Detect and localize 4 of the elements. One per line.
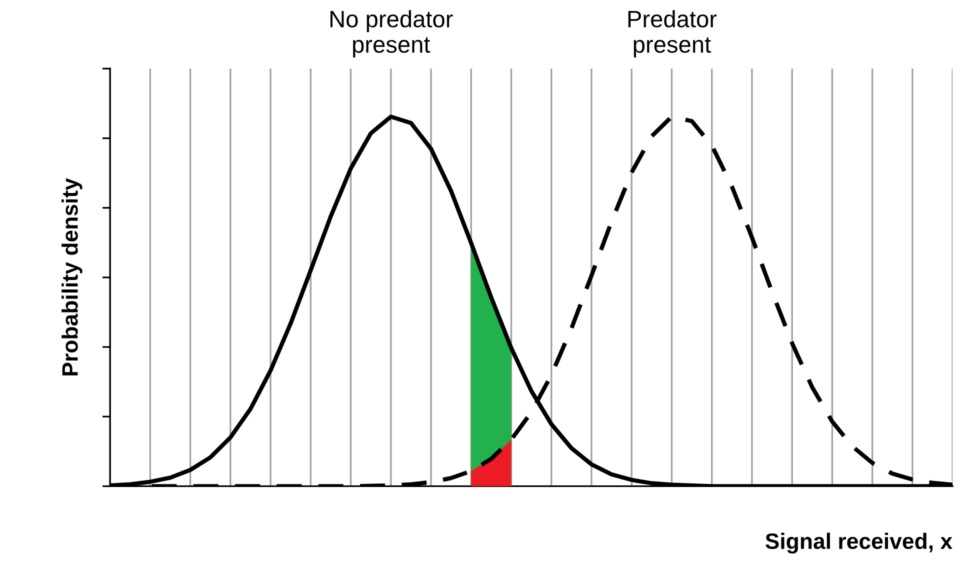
x-axis-title: Signal received, x: [765, 532, 952, 554]
text: Predator present: [628, 10, 717, 58]
y-axis-title: Probability density: [62, 178, 82, 376]
text: No predator present: [330, 10, 453, 58]
